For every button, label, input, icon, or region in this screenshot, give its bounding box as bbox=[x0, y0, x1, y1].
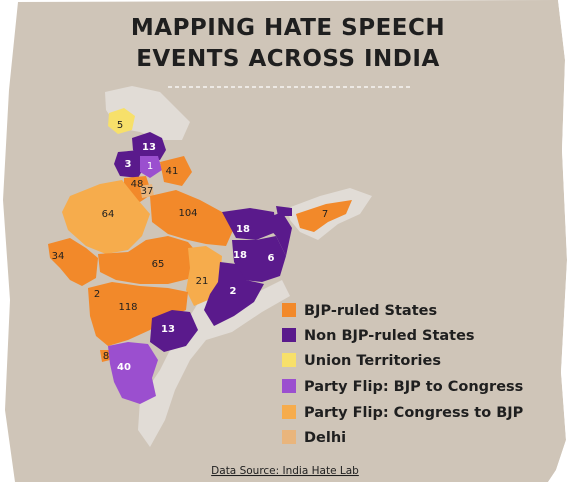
map-label-chhattisgarh: 21 bbox=[196, 276, 209, 287]
region-sikkim-strip bbox=[276, 206, 292, 216]
region-uttarakhand bbox=[160, 156, 192, 186]
region-delhi bbox=[140, 184, 154, 198]
legend-label-delhi: Delhi bbox=[304, 430, 346, 446]
map-label-rajasthan: 64 bbox=[102, 209, 115, 220]
region-ladakh bbox=[108, 108, 135, 134]
region-odisha bbox=[204, 262, 264, 326]
map-label-northeast: 7 bbox=[322, 209, 328, 220]
paper-torn-edge bbox=[548, 0, 570, 482]
map-label-maharashtra: 118 bbox=[118, 302, 137, 313]
map-label-telangana: 13 bbox=[161, 324, 175, 335]
data-source-link[interactable]: Data Source: India Hate Lab bbox=[211, 465, 359, 477]
map-label-goa: 8 bbox=[103, 351, 109, 362]
map-label-madhya-pradesh: 65 bbox=[152, 259, 165, 270]
region-goa bbox=[100, 350, 110, 362]
map-label-ladakh: 5 bbox=[117, 120, 123, 131]
india-map bbox=[48, 86, 372, 447]
map-label-delhi: 37 bbox=[141, 186, 154, 197]
region-gujarat bbox=[48, 238, 98, 286]
region-northeast bbox=[296, 200, 352, 232]
region-punjab bbox=[140, 156, 162, 178]
legend-swatch-ut bbox=[282, 353, 296, 367]
region-karnataka bbox=[108, 342, 158, 404]
region-bihar bbox=[222, 208, 276, 240]
region-maharashtra bbox=[88, 282, 188, 346]
map-labels: 5 13 3 1 41 48 37 64 104 18 18 6 7 34 65… bbox=[52, 120, 329, 373]
map-label-uttar-pradesh: 104 bbox=[178, 208, 197, 219]
legend-swatch-non-bjp bbox=[282, 328, 296, 342]
map-label-daman: 2 bbox=[94, 289, 100, 300]
region-telangana bbox=[150, 310, 198, 352]
map-label-himachal: 3 bbox=[125, 159, 132, 170]
map-label-gujarat: 34 bbox=[52, 251, 65, 262]
region-rajasthan bbox=[62, 180, 150, 254]
map-label-bihar: 18 bbox=[236, 224, 250, 235]
region-madhya-pradesh bbox=[98, 236, 200, 284]
legend-swatch-delhi bbox=[282, 430, 296, 444]
map-label-odisha: 2 bbox=[230, 286, 237, 297]
map-label-punjab: 1 bbox=[147, 161, 153, 172]
map-label-uttarakhand: 41 bbox=[166, 166, 179, 177]
legend-label-bjp: BJP-ruled States bbox=[304, 303, 437, 319]
legend-label-flip-bjp-to-congress: Party Flip: BJP to Congress bbox=[304, 379, 523, 395]
map-label-haryana: 48 bbox=[131, 179, 144, 190]
legend-label-flip-congress-to-bjp: Party Flip: Congress to BJP bbox=[304, 405, 524, 421]
legend-label-ut: Union Territories bbox=[304, 353, 441, 369]
title-line-2: EVENTS ACROSS INDIA bbox=[136, 46, 440, 72]
map-label-karnataka: 40 bbox=[117, 362, 131, 373]
map-label-west-bengal: 18 bbox=[233, 250, 247, 261]
title-line-1: MAPPING HATE SPEECH bbox=[131, 15, 445, 41]
region-himachal bbox=[114, 150, 146, 178]
region-uttar-pradesh bbox=[150, 190, 234, 246]
legend-swatch-flip-bjp-to-congress bbox=[282, 379, 296, 393]
region-jharkhand bbox=[232, 236, 286, 282]
legend-label-non-bjp: Non BJP-ruled States bbox=[304, 328, 475, 344]
legend-swatch-bjp bbox=[282, 303, 296, 317]
region-west-bengal bbox=[262, 212, 292, 256]
legend: BJP-ruled States Non BJP-ruled States Un… bbox=[282, 303, 524, 446]
map-label-jammu-kashmir: 13 bbox=[142, 142, 156, 153]
map-label-jharkhand-east: 6 bbox=[268, 253, 275, 264]
legend-swatch-flip-congress-to-bjp bbox=[282, 405, 296, 419]
